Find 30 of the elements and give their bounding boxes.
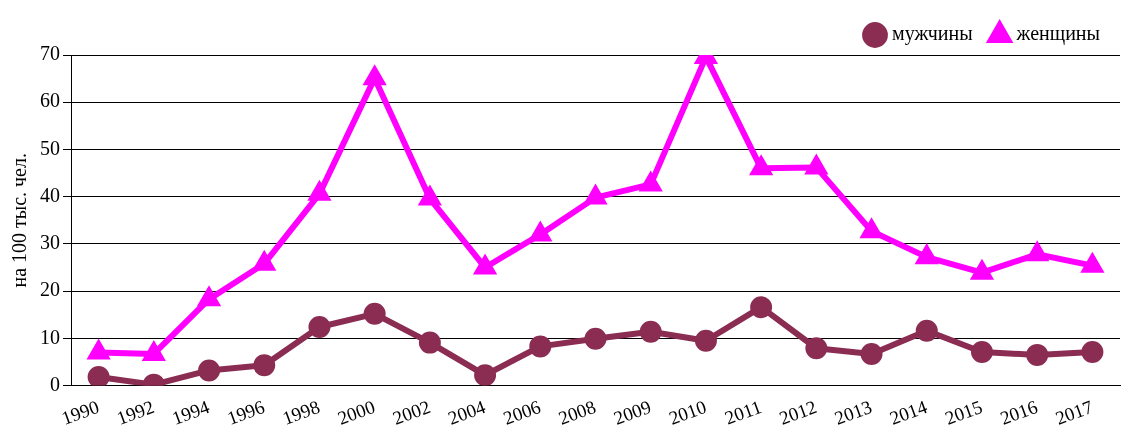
y-tick-label: 70	[40, 42, 60, 65]
y-tick-label: 10	[40, 325, 60, 348]
y-tick-label: 40	[40, 183, 60, 206]
x-tick-label: 2011	[721, 396, 765, 429]
x-tick-label: 1994	[169, 395, 213, 429]
x-tick-label: 2002	[390, 396, 433, 429]
x-tick-label: 2014	[886, 395, 931, 429]
x-tick-label: 2016	[997, 396, 1041, 429]
y-tick-label: 30	[40, 231, 60, 254]
x-tick-label: 1992	[114, 396, 157, 429]
x-tick-label: 2006	[500, 396, 544, 429]
y-tick-label: 60	[40, 89, 60, 112]
x-tick-label: 1998	[279, 396, 323, 429]
y-tick-label: 20	[40, 278, 60, 301]
x-tick-label: 2015	[942, 396, 986, 429]
x-tick-label: 2008	[555, 396, 599, 429]
legend-label: женщины	[1015, 22, 1101, 46]
x-tick-label: 1990	[58, 396, 102, 429]
x-tick-label: 1996	[224, 396, 268, 429]
y-tick-label: 50	[40, 136, 60, 159]
x-tick-label: 2012	[776, 396, 820, 429]
x-tick-label: 2010	[666, 396, 709, 429]
x-tick-label: 2017	[1052, 396, 1096, 429]
y-axis-title: на 100 тыс. чел.	[8, 153, 31, 288]
x-tick-label: 2013	[831, 396, 875, 429]
legend-label: мужчины	[892, 22, 973, 46]
y-tick-label: 0	[50, 372, 60, 395]
x-tick-label: 2004	[445, 395, 489, 429]
x-tick-label: 2009	[610, 396, 654, 429]
x-tick-label: 2000	[334, 396, 378, 429]
